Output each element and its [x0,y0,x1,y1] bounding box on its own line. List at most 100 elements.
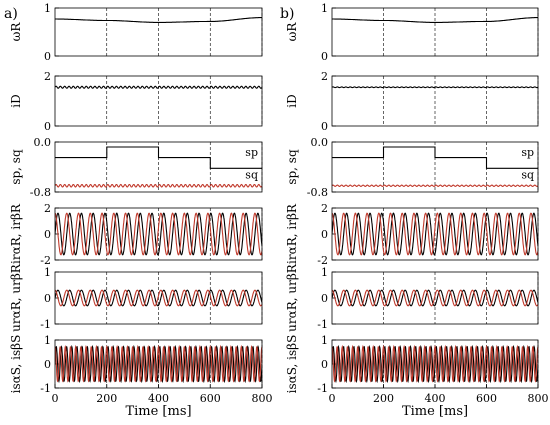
subplot-frame [331,141,539,193]
y-tick-label: 0.0 [311,136,329,149]
x-tick-label: 600 [476,392,497,405]
y-tick-label: 0 [321,292,328,305]
y-tick-label: 0 [44,292,51,305]
y-tick-label: 2 [44,202,51,215]
y-axis-label: urαR, urβR [285,263,299,332]
subplot-frame [331,7,539,57]
series-line [332,212,538,256]
series-group [55,212,262,256]
series-line [332,146,538,169]
series-line [332,184,538,188]
y-axis-label: iD [9,94,23,107]
y-tick-label: 0 [44,50,51,63]
subplot-frame [331,207,539,261]
x-axis-label: Time [ms] [402,404,468,419]
series-line [55,344,262,383]
series-line [332,17,538,23]
y-tick-label: -1 [40,382,51,395]
series-line [55,17,262,23]
series-group [332,212,538,256]
y-tick-label: 0 [44,120,51,133]
series-line [55,212,262,256]
y-tick-label: 1 [44,266,51,279]
y-axis-label: irαR, irβR [9,203,23,264]
x-tick-label: 800 [252,392,273,405]
x-tick-label: 0 [52,392,59,405]
y-tick-label: 0 [44,358,51,371]
x-tick-label: 200 [96,392,117,405]
series-line [332,212,538,256]
series-group [332,289,538,307]
y-axis-label: ωR [285,22,299,42]
x-tick-label: 400 [425,392,446,405]
subplot-row-6: -1 0 1 isαS, isβS [9,334,263,395]
x-tick-label: 0 [329,392,336,405]
y-tick-label: 2 [321,202,328,215]
y-tick-label: -1 [317,382,328,395]
y-axis-label: urαR, urβR [9,263,23,332]
subplot-row-3: -0.8 0.0 sp sq sp, sq [285,136,539,199]
subplot-frame [331,271,539,325]
series-line [55,146,262,169]
subplot-row-1: 0 1 ωR [285,2,539,63]
series-group [55,344,262,384]
y-tick-label: 0 [321,120,328,133]
series-group [332,146,538,188]
series-group [55,146,262,188]
series-group [332,86,538,89]
series-annotation: sp [245,146,258,159]
subplot-row-4: -2 0 2 irαR, irβR [285,202,539,267]
y-axis-label: isαS, isβS [9,335,23,394]
subplot-row-1: 0 1 ωR [9,2,263,63]
subplot-frame [54,207,263,261]
series-group [332,17,538,23]
y-tick-label: 0 [44,228,51,241]
y-tick-label: 2 [44,70,51,83]
y-axis-label: iD [285,94,299,107]
panel-a: a) 0 1 ωR 0 2 iD -0.8 0.0 sp sq sp, sq -2 0 2 irαR, irβ… [4,2,273,419]
series-line [332,289,538,307]
y-tick-label: 1 [44,2,51,15]
series-line [332,289,538,307]
y-tick-label: -1 [40,318,51,331]
series-group [55,289,262,307]
y-tick-label: 1 [321,266,328,279]
y-tick-label: -1 [317,318,328,331]
series-line [55,289,262,307]
subplot-row-5: -1 0 1 urαR, urβR [9,263,263,332]
y-tick-label: -0.8 [307,186,328,199]
subplot-frame [54,75,263,127]
y-axis-label: sp, sq [285,149,299,185]
x-tick-label: 400 [148,392,169,405]
subplot-frame [54,141,263,193]
panel-label: a) [4,6,18,22]
x-tick-label: 600 [200,392,221,405]
series-annotation: sq [245,168,258,181]
series-group [332,344,538,384]
series-annotation: sq [521,168,534,181]
y-tick-label: -0.8 [30,186,51,199]
y-tick-label: 0 [321,50,328,63]
subplot-frame [54,271,263,325]
subplot-frame [54,7,263,57]
series-line [332,86,538,89]
panel-label: b) [280,6,294,22]
panel-b: b) 0 1 ωR 0 2 iD -0.8 0.0 sp sq sp, sq -2 0 2 irαR, irβ… [280,2,549,419]
y-tick-label: 1 [321,2,328,15]
subplot-frame [331,75,539,127]
x-tick-label: 200 [373,392,394,405]
y-axis-label: irαR, irβR [285,203,299,264]
series-line [332,344,538,383]
y-tick-label: 0.0 [34,136,52,149]
y-tick-label: 0 [321,228,328,241]
series-line [55,183,262,188]
y-axis-label: ωR [9,22,23,42]
y-axis-label: isαS, isβS [285,335,299,394]
y-tick-label: -2 [317,254,328,267]
subplot-row-2: 0 2 iD [285,70,539,133]
y-tick-label: 1 [44,334,51,347]
y-tick-label: 1 [321,334,328,347]
series-group [55,17,262,23]
subplot-row-5: -1 0 1 urαR, urβR [285,263,539,332]
